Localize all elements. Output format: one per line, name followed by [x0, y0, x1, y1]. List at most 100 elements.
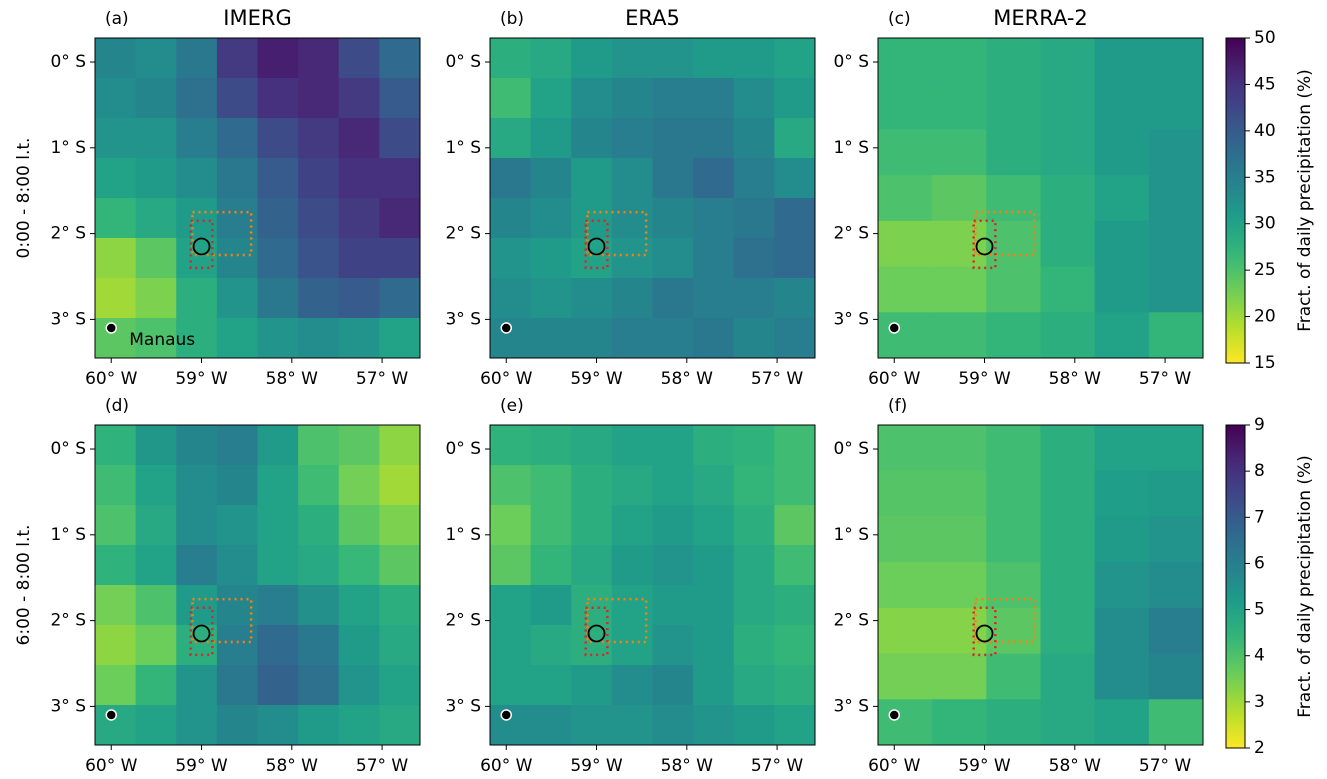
heatmap-cell	[652, 465, 694, 506]
heatmap-cell	[733, 505, 775, 546]
heatmap-cell	[1148, 653, 1204, 700]
heatmap-cell	[257, 585, 299, 626]
heatmap-cell	[986, 516, 1041, 563]
heatmap-cell	[693, 278, 735, 319]
heatmap	[878, 38, 1204, 359]
heatmap-cell	[932, 312, 987, 359]
heatmap-cell	[1040, 470, 1096, 517]
heatmap-cell	[216, 425, 258, 466]
heatmap-cell	[298, 278, 340, 319]
heatmap-cell	[135, 158, 177, 199]
heatmap-cell	[571, 545, 613, 586]
heatmap-cell	[530, 38, 572, 79]
heatmap-cell	[1040, 38, 1096, 85]
heatmap-cell	[298, 38, 340, 79]
heatmap-cell	[338, 505, 380, 546]
heatmap-cell	[652, 545, 694, 586]
box-outline	[189, 606, 214, 657]
heatmap-cell	[490, 465, 532, 506]
heatmap-cell	[490, 665, 532, 706]
heatmap-cell	[571, 278, 613, 319]
heatmap-cell	[774, 238, 816, 279]
heatmap-cell	[652, 38, 694, 79]
heatmap-cell	[216, 505, 258, 546]
x-tick-label: 58° W	[661, 369, 714, 389]
heatmap-cell	[733, 198, 775, 239]
heatmap-cell	[733, 665, 775, 706]
heatmap-cell	[693, 78, 735, 119]
heatmap-cell	[135, 318, 177, 359]
heatmap-cell	[878, 312, 933, 359]
heatmap-cell	[135, 425, 177, 466]
heatmap-cell	[135, 238, 177, 279]
heatmap-cell	[652, 425, 694, 466]
heatmap-cell	[490, 545, 532, 586]
heatmap-cell	[176, 278, 218, 319]
heatmap-cell	[693, 318, 735, 359]
heatmap-cell	[176, 425, 218, 466]
heatmap-cell	[135, 625, 177, 666]
y-tick-label: 0° S	[50, 52, 86, 72]
heatmap-cell	[95, 585, 137, 626]
heatmap-cell	[986, 266, 1041, 313]
heatmap-cell	[986, 699, 1041, 746]
heatmap-cell	[176, 625, 218, 666]
heatmap-cell	[733, 425, 775, 466]
heatmap-cell	[1094, 129, 1150, 176]
heatmap-cell	[1148, 562, 1204, 609]
heatmap-cell	[176, 705, 218, 746]
y-tick-label: 2° S	[833, 224, 869, 244]
heatmap-cell	[1148, 312, 1204, 359]
colorbar-label: Fract. of daily precipitation (%)	[1295, 69, 1315, 332]
heatmap-cell	[95, 118, 137, 159]
heatmap-cell	[932, 562, 987, 609]
heatmap-cell	[652, 198, 694, 239]
y-tick-label: 0° S	[50, 439, 86, 459]
heatmap-cell	[878, 129, 933, 176]
heatmap-cell	[652, 625, 694, 666]
heatmap-cell	[986, 83, 1041, 130]
heatmap-cell	[693, 158, 735, 199]
heatmap-cell	[652, 158, 694, 199]
heatmap-cell	[257, 665, 299, 706]
x-tick-label: 60° W	[868, 756, 921, 776]
heatmap-cell	[1148, 266, 1204, 313]
heatmap-cell	[379, 505, 421, 546]
city-marker	[105, 322, 117, 334]
heatmap-cell	[95, 665, 137, 706]
heatmap-cell	[95, 278, 137, 319]
x-tick-label: 57° W	[751, 756, 804, 776]
heatmap-cell	[298, 505, 340, 546]
heatmap-cell	[878, 516, 933, 563]
plot-frame	[489, 37, 816, 359]
heatmap-cell	[216, 318, 258, 359]
heatmap-cell	[611, 78, 653, 119]
x-tick-label: 59° W	[175, 756, 228, 776]
colorbar-tick-label: 15	[1254, 353, 1276, 373]
y-tick-label: 2° S	[445, 611, 481, 631]
heatmap	[95, 38, 421, 359]
heatmap-cell	[611, 505, 653, 546]
colorbar-tick-label: 35	[1254, 167, 1276, 187]
heatmap-cell	[176, 38, 218, 79]
heatmap-cell	[733, 545, 775, 586]
panel-title: ERA5	[625, 6, 680, 30]
colorbar-tick-label: 3	[1254, 692, 1265, 712]
heatmap-cell	[1094, 653, 1150, 700]
heatmap-cell	[571, 38, 613, 79]
heatmap-cell	[1148, 699, 1204, 746]
heatmap-cell	[379, 278, 421, 319]
x-tick-label: 57° W	[751, 369, 804, 389]
panel-label: (d)	[105, 396, 129, 416]
city-label: Manaus	[129, 330, 195, 350]
heatmap-cell	[571, 665, 613, 706]
site-marker	[975, 624, 994, 643]
heatmap-cell	[530, 585, 572, 626]
heatmap-cell	[216, 78, 258, 119]
x-tick-label: 59° W	[570, 369, 623, 389]
heatmap-cell	[986, 470, 1041, 517]
heatmap-cell	[932, 470, 987, 517]
site-marker	[587, 237, 606, 256]
heatmap-cell	[652, 318, 694, 359]
